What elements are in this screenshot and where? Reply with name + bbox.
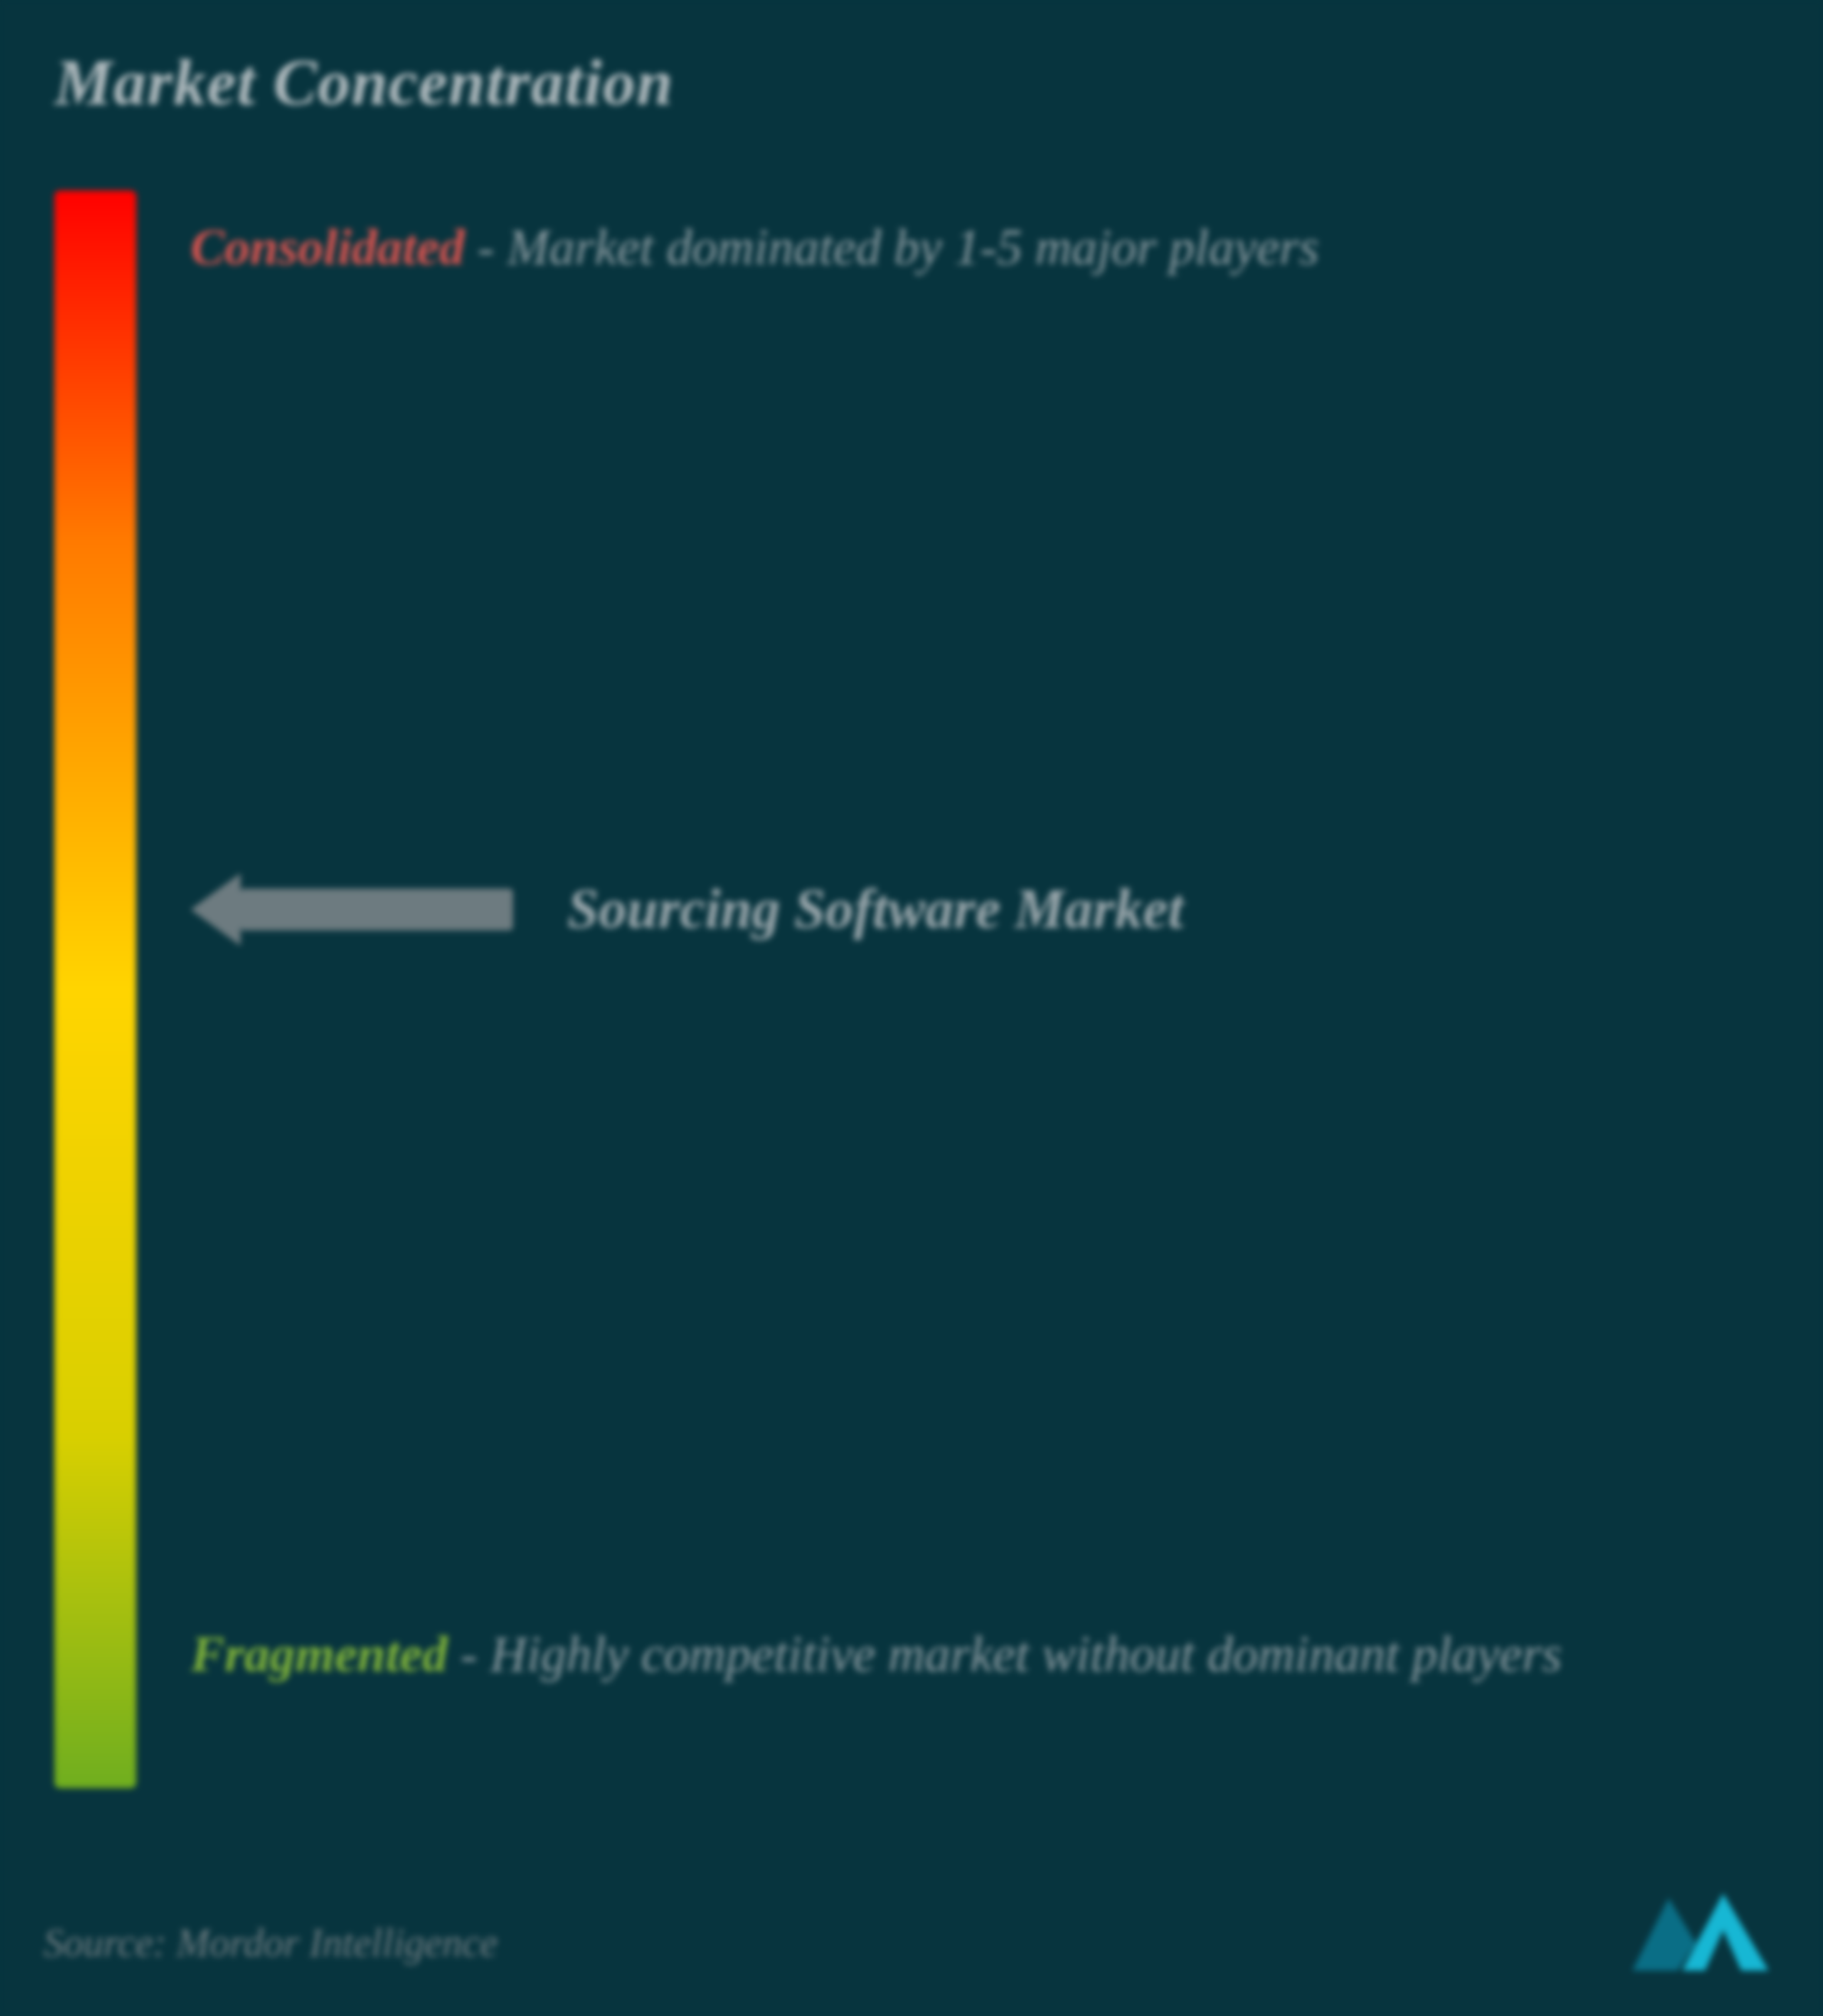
pointer-row: Sourcing Software Market [191,873,1184,946]
fragmented-rest: - Highly competitive market without domi… [460,1627,1562,1683]
pointer-arrow [191,873,513,946]
arrow-shaft [241,889,513,930]
logo-left-path [1632,1898,1696,1971]
pointer-label: Sourcing Software Market [567,878,1184,942]
gradient-bar [54,191,136,1788]
fragmented-label: Fragmented - Highly competitive market w… [191,1616,1562,1695]
brand-logo-icon [1628,1880,1773,1980]
consolidated-rest: - Market dominated by 1-5 major players [478,220,1319,276]
concentration-card: Market Concentration Consolidated - Mark… [0,0,1823,2016]
fragmented-strong: Fragmented [191,1627,448,1683]
consolidated-strong: Consolidated [191,220,465,276]
card-title: Market Concentration [54,45,674,121]
source-text: Source: Mordor Intelligence [44,1920,498,1966]
logo-right-path [1682,1893,1769,1971]
consolidated-label: Consolidated - Market dominated by 1-5 m… [191,209,1319,288]
arrow-head-icon [191,873,241,946]
